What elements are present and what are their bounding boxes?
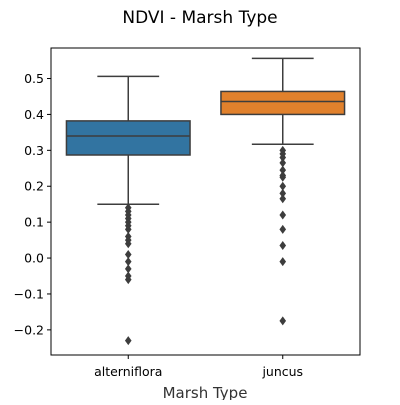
plot-marks	[65, 57, 346, 346]
x-axis: alterniflora juncus	[94, 355, 303, 379]
outlier-point	[124, 275, 132, 285]
y-tick-label: −0.2	[14, 322, 44, 337]
chart-title: NDVI - Marsh Type	[122, 8, 277, 28]
outlier-point	[279, 194, 287, 204]
outlier-point	[124, 257, 132, 267]
y-tick-label: 0.0	[24, 251, 44, 266]
outlier-point	[124, 224, 132, 234]
outlier-point	[279, 188, 287, 198]
outlier-point	[124, 249, 132, 259]
y-tick-label: 0.2	[24, 179, 44, 194]
x-axis-label: Marsh Type	[163, 384, 248, 400]
box-iqr	[65, 120, 191, 156]
outlier-point	[279, 165, 287, 175]
outlier-point	[279, 240, 287, 250]
outlier-point	[279, 210, 287, 220]
plot-frame	[50, 47, 361, 356]
outlier-point	[279, 172, 287, 182]
outlier-point	[279, 316, 287, 326]
box-group-juncus	[220, 57, 346, 326]
outlier-point	[279, 158, 287, 168]
y-tick-label: 0.5	[24, 71, 44, 86]
outlier-point	[279, 181, 287, 191]
y-tick-label: 0.1	[24, 215, 44, 230]
outlier-point	[124, 239, 132, 249]
y-tick-label: 0.3	[24, 143, 44, 158]
box-iqr	[220, 90, 346, 116]
y-tick-label: −0.1	[14, 286, 44, 301]
y-tick-label: 0.4	[24, 107, 44, 122]
outlier-point	[279, 153, 287, 163]
box-group-alterniflora	[65, 75, 191, 346]
outlier-point	[279, 257, 287, 267]
outlier-point	[124, 264, 132, 274]
y-axis: −0.2 −0.1 0.0 0.1 0.2 0.3 0.4 0.5	[14, 71, 51, 337]
x-tick-label: alterniflora	[94, 364, 162, 379]
x-tick-label: juncus	[261, 364, 303, 379]
outlier-point	[279, 224, 287, 234]
outlier-point	[124, 336, 132, 346]
